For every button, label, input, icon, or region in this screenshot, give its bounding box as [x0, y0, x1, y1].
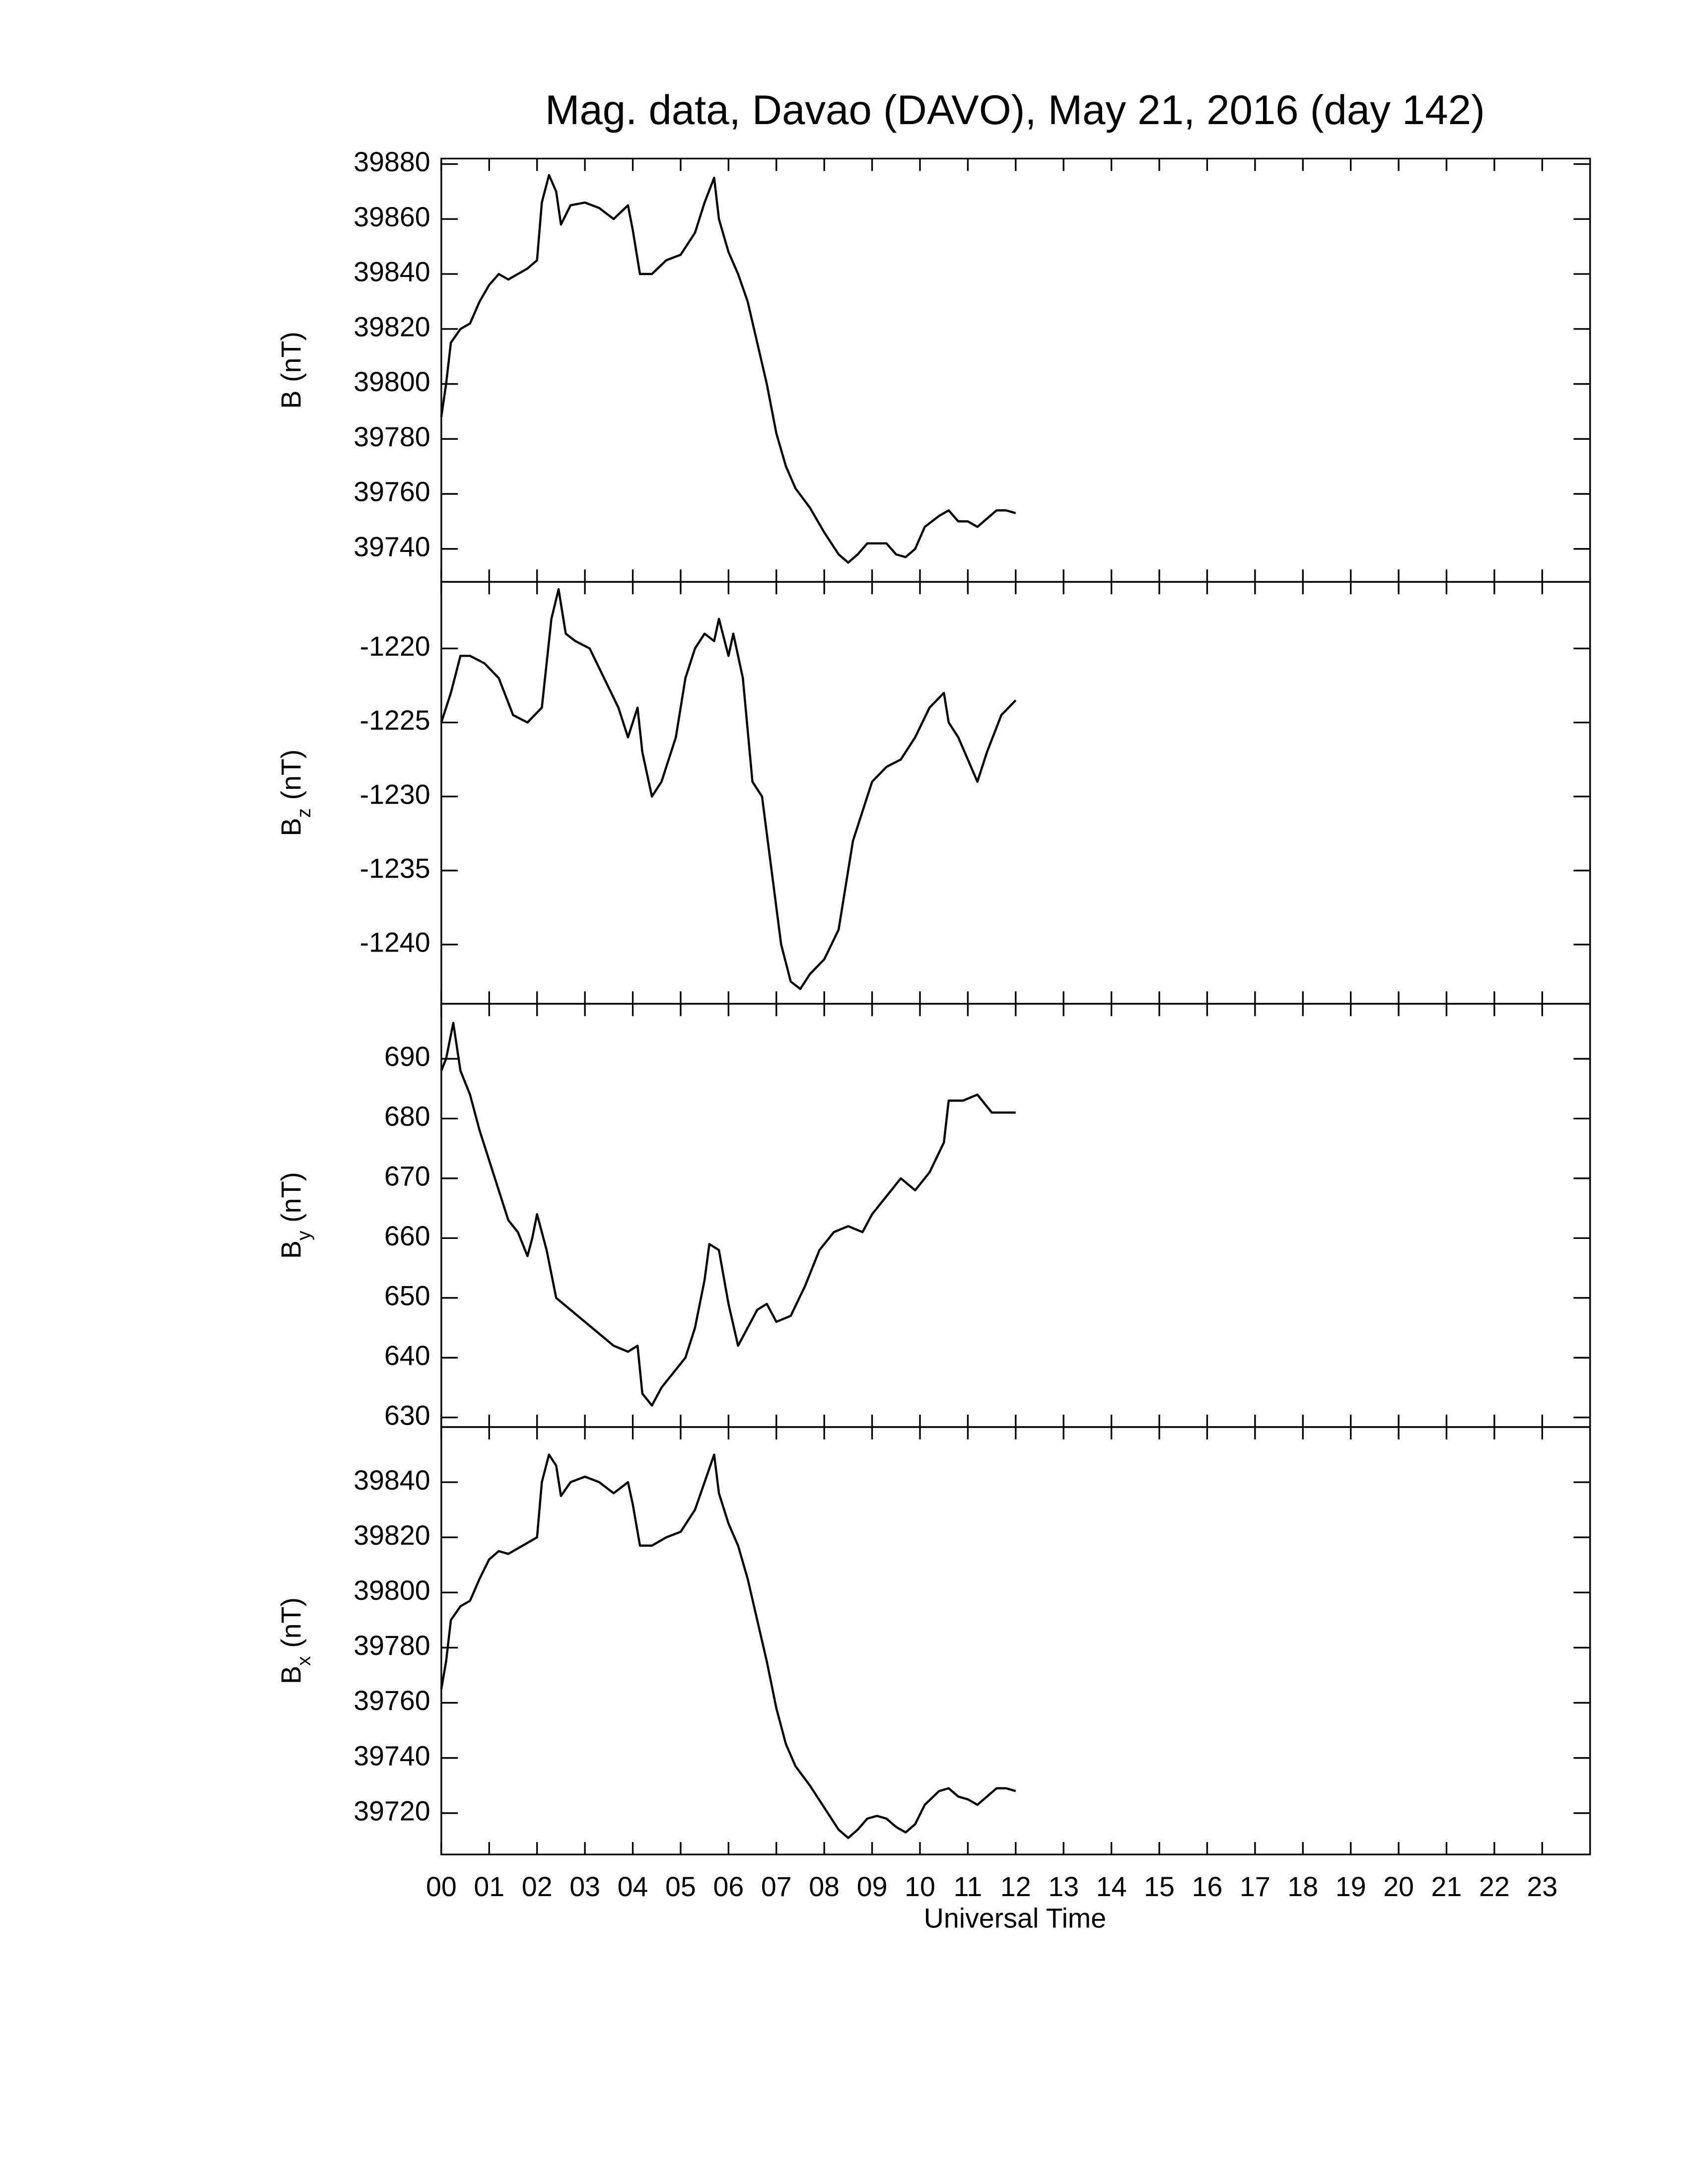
- y-tick-label: 690: [384, 1041, 430, 1072]
- y-tick-label: 660: [384, 1221, 430, 1251]
- data-line: [440, 588, 1017, 990]
- y-tick-label: -1240: [360, 927, 430, 958]
- y-tick-label: 39840: [353, 257, 430, 287]
- y-tick-label: 39840: [353, 1465, 430, 1496]
- y-axis-label-base: B: [276, 818, 307, 836]
- y-tick-label: -1230: [360, 779, 430, 810]
- data-line: [440, 174, 1016, 564]
- y-tick-label: 39720: [353, 1795, 430, 1826]
- x-tick-label: 03: [569, 1871, 600, 1902]
- x-tick-label: 10: [905, 1871, 935, 1902]
- y-tick-label: 39740: [353, 531, 430, 562]
- y-tick-label: 670: [384, 1161, 430, 1192]
- y-tick-label: 650: [384, 1281, 430, 1311]
- y-axis-label-unit: (nT): [276, 332, 307, 382]
- y-tick-label: 39880: [353, 146, 430, 177]
- y-tick-label: 39740: [353, 1740, 430, 1771]
- x-axis-label: Universal Time: [924, 1903, 1106, 1933]
- y-axis-label-subscript: z: [293, 808, 315, 818]
- y-axis-label: Bx (nT): [276, 1597, 315, 1684]
- y-axis-label-unit: (nT): [276, 750, 307, 800]
- y-axis-label-base: B: [276, 1240, 307, 1259]
- y-tick-label: 39820: [353, 311, 430, 342]
- x-tick-label: 06: [713, 1871, 744, 1902]
- y-axis-label: B (nT): [276, 332, 307, 409]
- x-tick-label: 04: [618, 1871, 648, 1902]
- y-tick-label: 39780: [353, 1630, 430, 1661]
- x-tick-label: 23: [1527, 1871, 1557, 1902]
- x-tick-label: 11: [954, 1871, 983, 1902]
- y-axis-label-subscript: y: [293, 1230, 315, 1240]
- x-tick-label: 08: [809, 1871, 840, 1902]
- x-tick-label: 14: [1096, 1871, 1127, 1902]
- y-axis-label-base: B: [276, 391, 307, 409]
- y-tick-label: 39780: [353, 421, 430, 452]
- y-tick-label: 630: [384, 1400, 430, 1431]
- y-tick-label: -1220: [360, 631, 430, 662]
- y-tick-label: 39860: [353, 202, 430, 232]
- y-tick-label: 39760: [353, 477, 430, 507]
- y-axis-label: By (nT): [276, 1172, 315, 1259]
- x-tick-label: 16: [1192, 1871, 1223, 1902]
- y-tick-label: 39800: [353, 1575, 430, 1606]
- x-tick-label: 22: [1479, 1871, 1510, 1902]
- x-tick-label: 21: [1431, 1871, 1462, 1902]
- x-tick-label: 02: [522, 1871, 553, 1902]
- x-tick-label: 13: [1048, 1871, 1079, 1902]
- x-tick-label: 07: [761, 1871, 792, 1902]
- x-tick-label: 18: [1287, 1871, 1318, 1902]
- y-tick-label: 680: [384, 1101, 430, 1132]
- x-tick-label: 12: [1000, 1871, 1031, 1902]
- x-tick-label: 15: [1144, 1871, 1175, 1902]
- x-tick-label: 09: [857, 1871, 888, 1902]
- y-tick-label: 39800: [353, 366, 430, 397]
- y-axis-label-subscript: x: [293, 1656, 315, 1666]
- x-tick-label: 20: [1383, 1871, 1414, 1902]
- y-axis-label-base: B: [276, 1666, 307, 1684]
- y-tick-label: 640: [384, 1340, 430, 1371]
- y-axis-label-unit: (nT): [276, 1597, 307, 1648]
- data-line: [440, 1022, 1016, 1407]
- y-tick-label: 39760: [353, 1685, 430, 1716]
- y-tick-label: -1235: [360, 853, 430, 884]
- x-tick-label: 00: [426, 1871, 457, 1902]
- y-tick-label: -1225: [360, 705, 430, 736]
- y-axis-label-unit: (nT): [276, 1172, 307, 1223]
- y-tick-label: 39820: [353, 1520, 430, 1551]
- x-tick-label: 05: [665, 1871, 696, 1902]
- data-line: [440, 1453, 1016, 1839]
- chart-title: Mag. data, Davao (DAVO), May 21, 2016 (d…: [545, 87, 1485, 133]
- x-tick-label: 19: [1336, 1871, 1366, 1902]
- y-axis-label: Bz (nT): [276, 750, 315, 836]
- x-tick-label: 17: [1240, 1871, 1270, 1902]
- x-tick-label: 01: [474, 1871, 504, 1902]
